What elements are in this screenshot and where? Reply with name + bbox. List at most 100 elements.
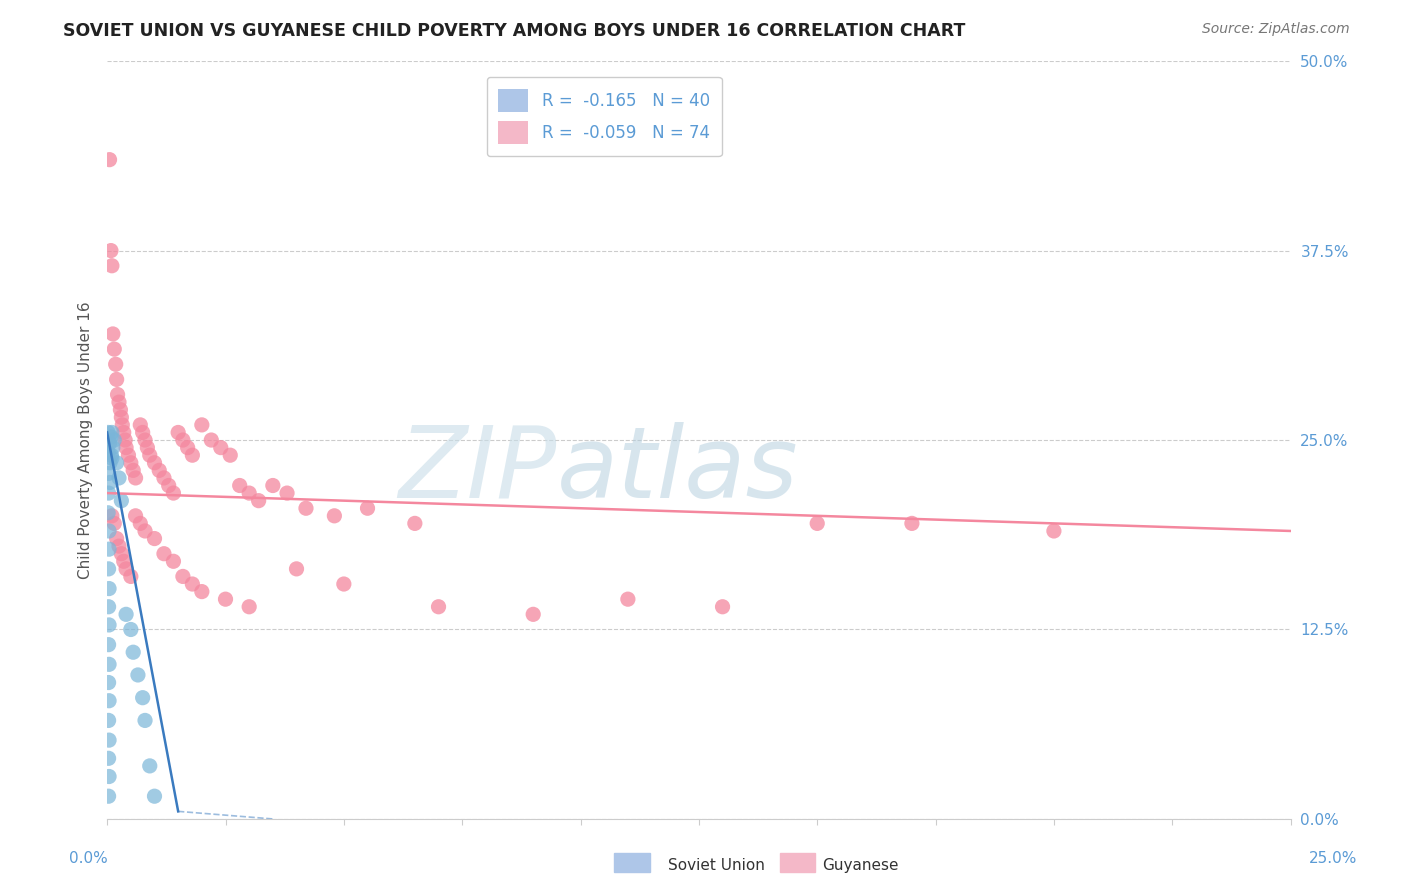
Point (108, 395, 131, 409)
Point (181, 448, 204, 462)
Text: Guyanese: Guyanese (823, 858, 898, 872)
Point (112, 554, 135, 568)
Point (134, 524, 156, 538)
Point (124, 471, 146, 485)
Text: atlas: atlas (557, 422, 799, 519)
Point (98, 456, 121, 470)
Point (134, 433, 156, 447)
Point (120, 569, 142, 583)
Point (97, 751, 120, 765)
Point (139, 759, 162, 773)
Point (806, 516, 828, 531)
Point (103, 433, 125, 447)
Point (238, 599, 260, 614)
Point (97, 506, 120, 520)
Point (120, 456, 142, 470)
Point (97, 714, 120, 728)
Point (110, 547, 132, 561)
Point (115, 562, 138, 576)
Point (97, 562, 120, 576)
Point (107, 387, 129, 401)
Point (333, 577, 356, 591)
Point (98, 542, 121, 557)
Point (262, 478, 284, 492)
Point (101, 425, 124, 440)
Point (114, 433, 136, 447)
Point (131, 425, 153, 440)
Point (101, 259, 124, 273)
Point (191, 417, 214, 432)
Text: Source: ZipAtlas.com: Source: ZipAtlas.com (1202, 22, 1350, 37)
Point (104, 357, 127, 371)
Point (97, 445, 120, 459)
Point (167, 425, 190, 440)
Point (214, 592, 236, 607)
Point (131, 690, 153, 705)
Point (98, 733, 121, 747)
Text: 0.0%: 0.0% (69, 851, 108, 865)
Point (139, 448, 162, 462)
Point (153, 471, 176, 485)
Point (108, 539, 131, 553)
Point (711, 599, 734, 614)
Point (98, 153, 121, 167)
Point (98, 770, 121, 784)
Point (238, 486, 260, 500)
Point (129, 516, 152, 531)
Point (136, 441, 159, 455)
Point (172, 569, 194, 583)
Point (108, 471, 131, 485)
Point (157, 478, 180, 492)
Point (97, 467, 120, 481)
Point (176, 441, 198, 455)
Point (427, 599, 450, 614)
Point (100, 244, 122, 258)
Point (122, 645, 145, 659)
Point (181, 577, 204, 591)
Point (97, 425, 120, 440)
Y-axis label: Child Poverty Among Boys Under 16: Child Poverty Among Boys Under 16 (79, 301, 93, 579)
Point (97, 486, 120, 500)
Point (522, 607, 544, 622)
Point (285, 562, 308, 576)
Point (110, 402, 132, 417)
Point (98, 618, 121, 632)
Point (295, 501, 318, 516)
Text: Soviet Union: Soviet Union (668, 858, 765, 872)
Point (115, 441, 138, 455)
Point (247, 493, 270, 508)
Point (111, 417, 134, 432)
Point (101, 508, 124, 523)
Point (148, 463, 170, 477)
Point (120, 623, 142, 637)
Point (162, 486, 184, 500)
Point (110, 493, 132, 508)
Point (117, 448, 139, 462)
Point (97, 599, 120, 614)
Point (129, 417, 152, 432)
Point (219, 448, 242, 462)
Text: SOVIET UNION VS GUYANESE CHILD POVERTY AMONG BOYS UNDER 16 CORRELATION CHART: SOVIET UNION VS GUYANESE CHILD POVERTY A… (63, 22, 966, 40)
Point (162, 554, 184, 568)
Point (98, 436, 121, 450)
Point (1043, 524, 1066, 538)
Point (105, 532, 128, 546)
Point (98, 582, 121, 596)
Point (191, 584, 214, 599)
Point (112, 425, 135, 440)
Point (200, 433, 222, 447)
Point (101, 441, 124, 455)
Point (134, 714, 156, 728)
Point (172, 433, 194, 447)
Point (100, 430, 122, 444)
Point (617, 592, 640, 607)
Point (97, 789, 120, 804)
Point (228, 478, 250, 492)
Point (110, 410, 132, 425)
Point (97, 675, 120, 690)
Point (115, 607, 138, 622)
Point (98, 475, 121, 490)
Point (143, 532, 166, 546)
Point (105, 372, 128, 386)
Point (209, 441, 232, 455)
